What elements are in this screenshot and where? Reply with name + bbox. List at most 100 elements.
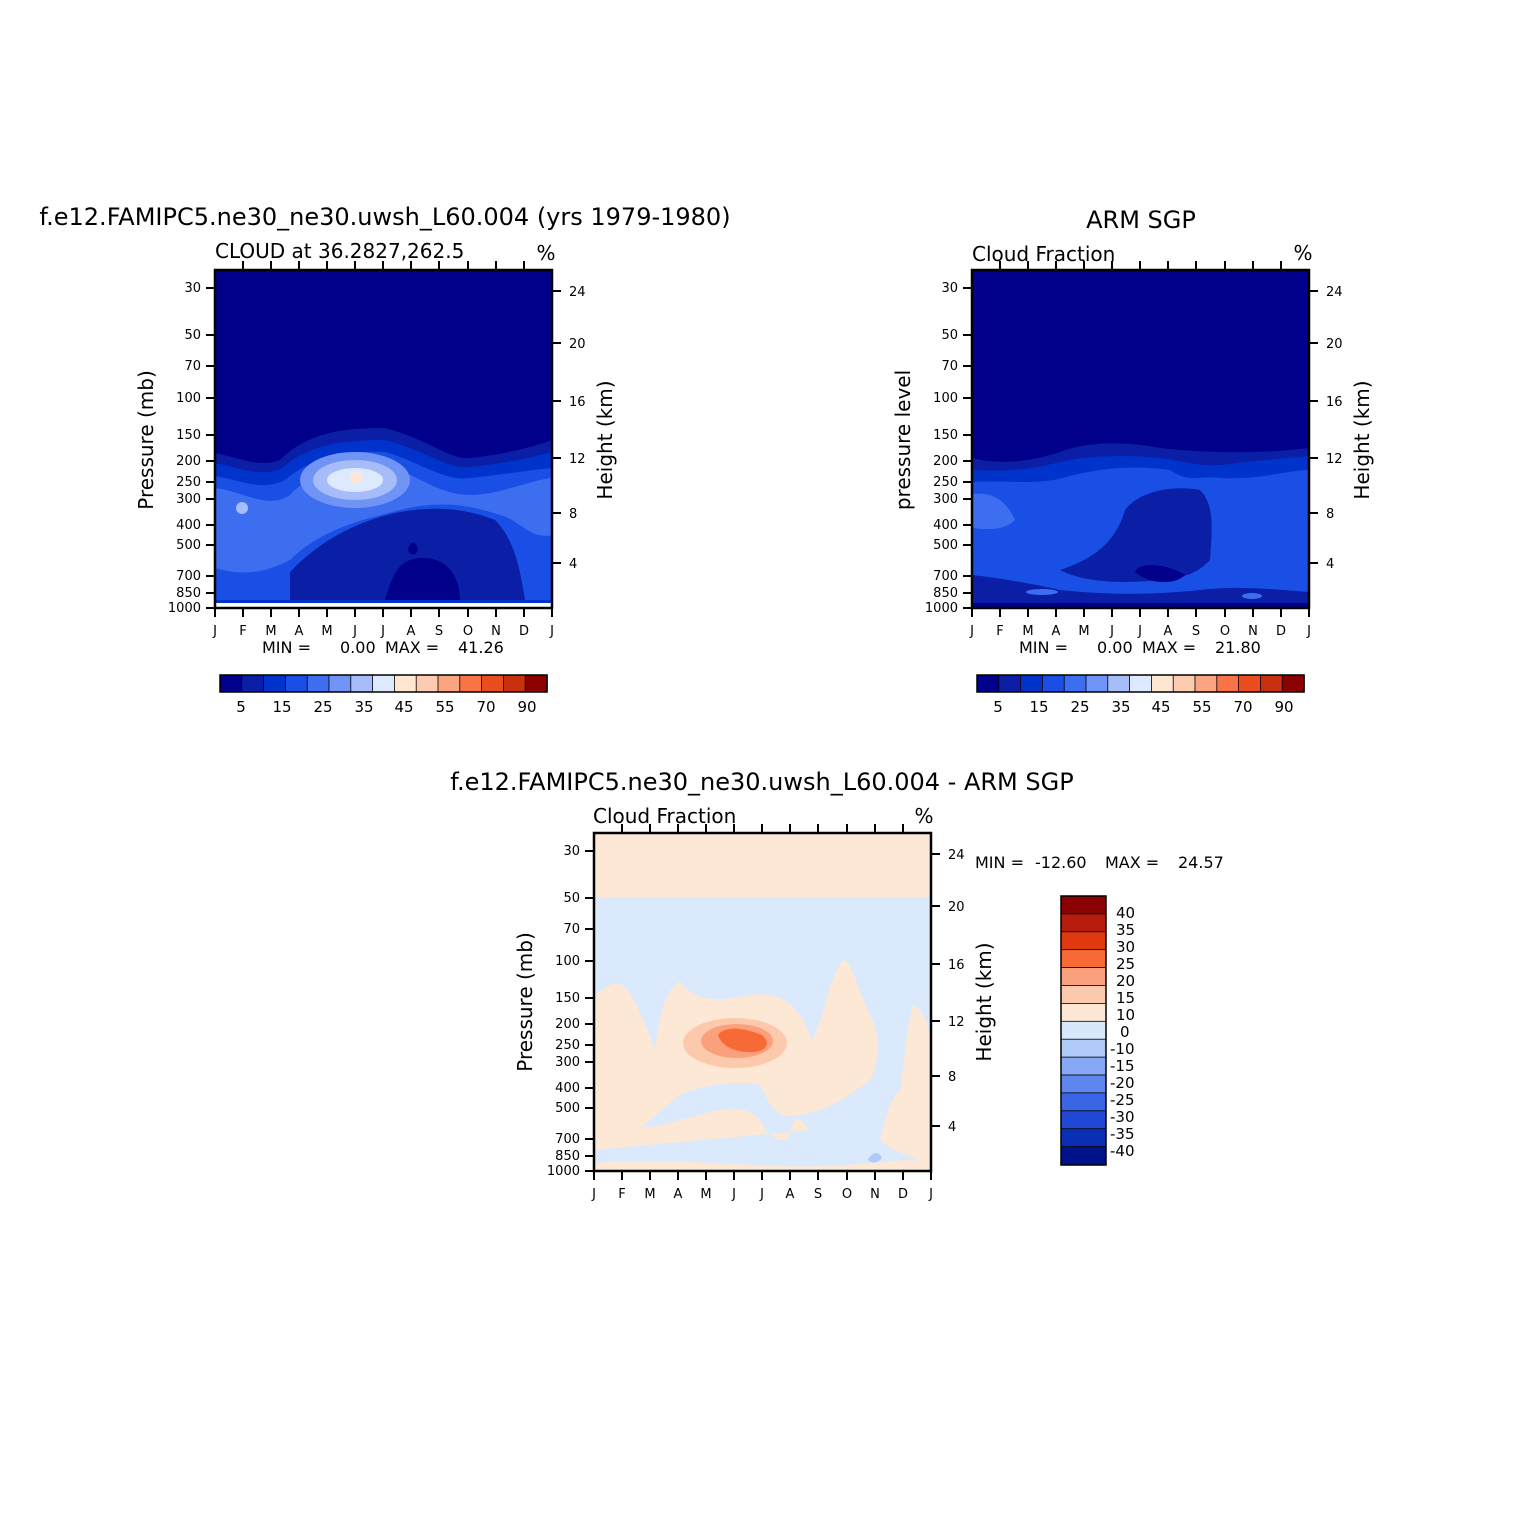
min-label: MIN = (1019, 638, 1068, 657)
panel-title: f.e12.FAMIPC5.ne30_ne30.uwsh_L60.004 (yr… (39, 203, 730, 231)
y-ticks (963, 287, 972, 609)
panel-model: f.e12.FAMIPC5.ne30_ne30.uwsh_L60.004 (yr… (39, 203, 730, 716)
colorbar-swatch (1260, 674, 1283, 693)
x-tick-label: J (380, 624, 385, 639)
level-band-9 (1026, 589, 1058, 595)
y-tick-labels: 30 50 70 100 150 200 250 300 400 500 700… (547, 844, 580, 1179)
y-right-tick-label: 12 (569, 452, 586, 467)
colorbar-label: 15 (1116, 989, 1135, 1007)
y-tick-label: 70 (563, 922, 580, 937)
x-tick-label: J (1109, 624, 1114, 639)
y-tick-label: 100 (555, 954, 580, 969)
x-tick-label: N (870, 1187, 880, 1202)
y-right-tick-label: 24 (569, 285, 586, 300)
y-right-tick-label: 8 (569, 507, 577, 522)
colorbar-swatch (1060, 1110, 1107, 1130)
x-tick-label: J (1306, 624, 1311, 639)
y-tick-label: 1000 (925, 601, 958, 616)
y-right-tick-label: 16 (1326, 395, 1343, 410)
colorbar-swatch (393, 674, 417, 693)
panel-difference: f.e12.FAMIPC5.ne30_ne30.uwsh_L60.004 - A… (450, 768, 1224, 1202)
level-band-9 (718, 1028, 767, 1053)
colorbar-label: 35 (1111, 698, 1130, 716)
colorbar-label: 25 (1070, 698, 1089, 716)
x-tick-label: D (898, 1187, 908, 1202)
max-label: MAX = (385, 638, 439, 657)
level-band-6 (972, 493, 1015, 530)
colorbar-swatch (1060, 967, 1107, 987)
colorbar-swatch (1063, 674, 1087, 693)
max-label: MAX = (1142, 638, 1196, 657)
x-tick-label: J (928, 1187, 933, 1202)
min-label: MIN = (262, 638, 311, 657)
y-tick-label: 70 (184, 359, 201, 374)
colorbar-label: 70 (1233, 698, 1252, 716)
colorbar-label: -40 (1110, 1142, 1135, 1160)
y-right-tick-labels: 24 20 16 12 8 4 (1326, 285, 1343, 572)
colorbar-frame (219, 674, 548, 693)
y-tick-label: 200 (176, 454, 201, 469)
colorbar-swatch (1194, 674, 1218, 693)
colorbar-label: -35 (1110, 1125, 1135, 1143)
level-band-11 (350, 472, 362, 484)
colorbar-swatch (1060, 1003, 1107, 1023)
y-tick-label: 400 (933, 518, 958, 533)
y-tick-label: 500 (555, 1101, 580, 1116)
y-tick-label: 30 (184, 281, 201, 296)
x-tick-label: A (407, 624, 416, 639)
x-tick-label: A (786, 1187, 795, 1202)
colorbar-swatch (219, 674, 243, 693)
colorbar-swatches (976, 674, 1305, 693)
y-axis-right-label: Height (km) (1350, 380, 1374, 499)
x-tick-label: J (731, 1187, 736, 1202)
colorbar-label: 55 (435, 698, 454, 716)
colorbar-swatch (241, 674, 265, 693)
contour-field (594, 833, 931, 1171)
y-right-tick-labels: 24 20 16 12 8 4 (569, 285, 586, 572)
y-right-ticks (1309, 290, 1318, 564)
level-band-7 (972, 575, 1309, 608)
colorbar-label: 20 (1116, 972, 1135, 990)
y-right-ticks (931, 853, 940, 1127)
colorbar-swatches (219, 674, 548, 693)
y-tick-label: 850 (176, 586, 201, 601)
colorbar-swatch (1060, 949, 1107, 969)
colorbar-label: 45 (1151, 698, 1170, 716)
x-tick-label: J (352, 624, 357, 639)
x-tick-label: J (759, 1187, 764, 1202)
x-tick-label: F (618, 1187, 625, 1202)
y-tick-label: 50 (563, 891, 580, 906)
y-tick-label: 100 (933, 391, 958, 406)
colorbar-swatch (1060, 985, 1107, 1005)
level-band-13 (215, 603, 552, 608)
x-tick-label: O (463, 624, 473, 639)
units-label: % (1293, 241, 1312, 265)
colorbar-swatch (502, 674, 526, 693)
x-tick-label: J (1137, 624, 1142, 639)
x-tick-label: J (212, 624, 217, 639)
colorbar-label: 5 (236, 698, 246, 716)
y-right-tick-label: 4 (1326, 557, 1334, 572)
colorbar-swatch (415, 674, 439, 693)
level-band-1 (594, 833, 931, 897)
colorbar-swatch (481, 674, 505, 693)
y-tick-label: 700 (555, 1132, 580, 1147)
panel-subtitle: CLOUD at 36.2827,262.5 (215, 239, 464, 263)
colorbar-swatch (1042, 674, 1065, 693)
colorbar-swatch (328, 674, 352, 693)
colorbar-swatch (1151, 674, 1174, 693)
x-tick-label: F (239, 624, 246, 639)
y-tick-label: 200 (933, 454, 958, 469)
y-axis-label: pressure level (891, 370, 915, 510)
x-tick-label: J (549, 624, 554, 639)
y-ticks (206, 287, 215, 609)
panel-title: ARM SGP (1086, 206, 1196, 234)
y-right-tick-label: 12 (1326, 452, 1343, 467)
y-ticks (585, 850, 594, 1172)
level-band-7 (408, 542, 418, 555)
x-tick-labels: J F M A M J J A S O N D J (591, 1187, 933, 1202)
x-ticks (214, 261, 553, 617)
y-tick-label: 250 (555, 1038, 580, 1053)
colorbar-swatch (1216, 674, 1240, 693)
